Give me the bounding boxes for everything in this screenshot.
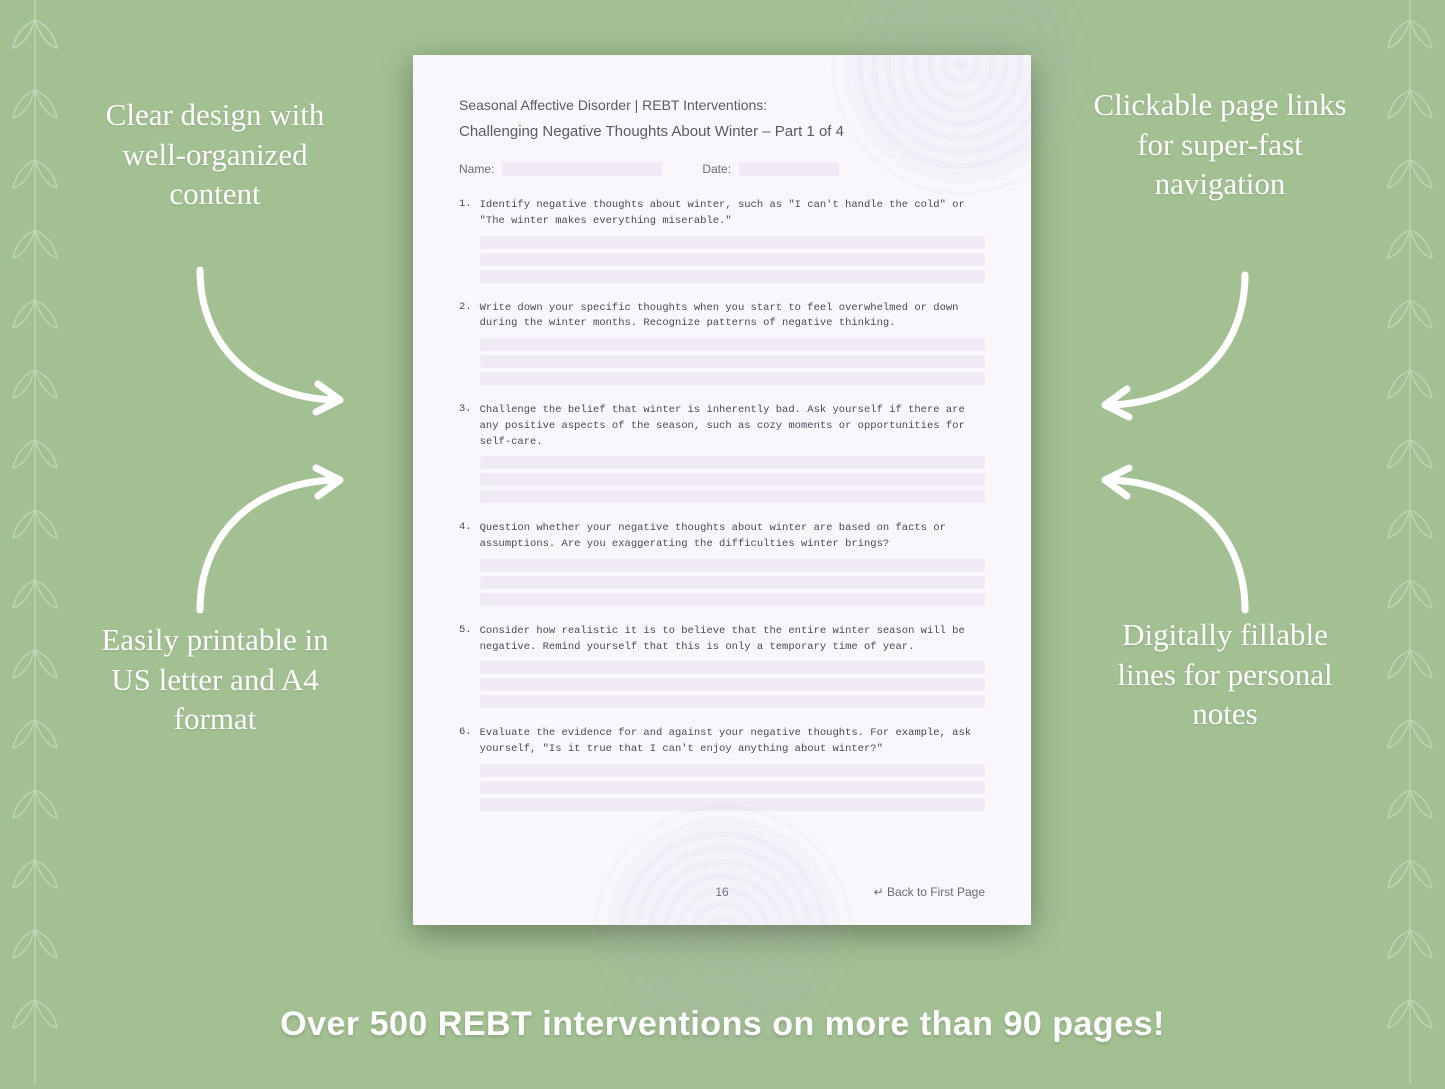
fill-line[interactable] (480, 372, 985, 385)
fill-line[interactable] (480, 236, 985, 249)
fill-line[interactable] (480, 593, 985, 606)
item-prompt: Challenge the belief that winter is inhe… (480, 403, 985, 450)
worksheet-item: 4.Question whether your negative thought… (459, 521, 985, 606)
fill-line[interactable] (480, 798, 985, 811)
item-fill-lines (480, 338, 985, 385)
item-body: Evaluate the evidence for and against yo… (480, 726, 985, 811)
date-input-slot[interactable] (739, 162, 839, 176)
fill-line[interactable] (480, 355, 985, 368)
callout-top-left: Clear design with well-organized content (85, 95, 345, 214)
item-prompt: Evaluate the evidence for and against yo… (480, 726, 985, 758)
worksheet-item: 5.Consider how realistic it is to believ… (459, 624, 985, 709)
item-fill-lines (480, 456, 985, 503)
item-prompt: Identify negative thoughts about winter,… (480, 198, 985, 230)
fill-line[interactable] (480, 764, 985, 777)
arrow-bottom-left (170, 440, 370, 620)
worksheet-item: 3.Challenge the belief that winter is in… (459, 403, 985, 503)
fill-line[interactable] (480, 338, 985, 351)
item-number: 4. (459, 521, 472, 606)
items-list: 1.Identify negative thoughts about winte… (459, 198, 985, 811)
item-prompt: Write down your specific thoughts when y… (480, 301, 985, 333)
fill-line[interactable] (480, 490, 985, 503)
item-prompt: Consider how realistic it is to believe … (480, 624, 985, 656)
arrow-top-right (1075, 265, 1275, 445)
fill-line[interactable] (480, 678, 985, 691)
item-body: Write down your specific thoughts when y… (480, 301, 985, 386)
fill-line[interactable] (480, 576, 985, 589)
arrow-top-left (170, 260, 370, 440)
fill-line[interactable] (480, 456, 985, 469)
back-to-first-link[interactable]: ↵ Back to First Page (874, 885, 985, 899)
worksheet-page: Seasonal Affective Disorder | REBT Inter… (413, 55, 1031, 925)
item-body: Consider how realistic it is to believe … (480, 624, 985, 709)
item-fill-lines (480, 764, 985, 811)
date-label: Date: (702, 162, 731, 176)
fill-line[interactable] (480, 253, 985, 266)
callout-bottom-left: Easily printable in US letter and A4 for… (85, 620, 345, 739)
decorative-leaf-right (1375, 0, 1445, 1084)
item-number: 2. (459, 301, 472, 386)
name-input-slot[interactable] (502, 162, 662, 176)
arrow-bottom-right (1075, 440, 1275, 620)
name-field: Name: (459, 162, 662, 176)
name-label: Name: (459, 162, 494, 176)
worksheet-item: 6.Evaluate the evidence for and against … (459, 726, 985, 811)
item-body: Question whether your negative thoughts … (480, 521, 985, 606)
decorative-leaf-left (0, 0, 70, 1084)
item-number: 3. (459, 403, 472, 503)
worksheet-item: 2.Write down your specific thoughts when… (459, 301, 985, 386)
fill-line[interactable] (480, 695, 985, 708)
item-body: Challenge the belief that winter is inhe… (480, 403, 985, 503)
item-body: Identify negative thoughts about winter,… (480, 198, 985, 283)
fill-line[interactable] (480, 559, 985, 572)
fill-line[interactable] (480, 473, 985, 486)
item-fill-lines (480, 661, 985, 708)
fill-line[interactable] (480, 781, 985, 794)
item-number: 5. (459, 624, 472, 709)
fill-line[interactable] (480, 270, 985, 283)
item-number: 6. (459, 726, 472, 811)
header-title: Challenging Negative Thoughts About Wint… (459, 123, 985, 140)
item-prompt: Question whether your negative thoughts … (480, 521, 985, 553)
date-field: Date: (702, 162, 839, 176)
item-fill-lines (480, 236, 985, 283)
page-header: Seasonal Affective Disorder | REBT Inter… (459, 97, 985, 140)
callout-top-right: Clickable page links for super-fast navi… (1080, 85, 1360, 204)
bottom-banner: Over 500 REBT interventions on more than… (0, 1005, 1445, 1044)
header-topic: Seasonal Affective Disorder | REBT Inter… (459, 97, 985, 113)
meta-row: Name: Date: (459, 162, 985, 176)
worksheet-item: 1.Identify negative thoughts about winte… (459, 198, 985, 283)
item-number: 1. (459, 198, 472, 283)
page-footer: 16 ↵ Back to First Page (459, 885, 985, 899)
fill-line[interactable] (480, 661, 985, 674)
page-number: 16 (715, 885, 728, 899)
callout-bottom-right: Digitally fillable lines for personal no… (1090, 615, 1360, 734)
item-fill-lines (480, 559, 985, 606)
